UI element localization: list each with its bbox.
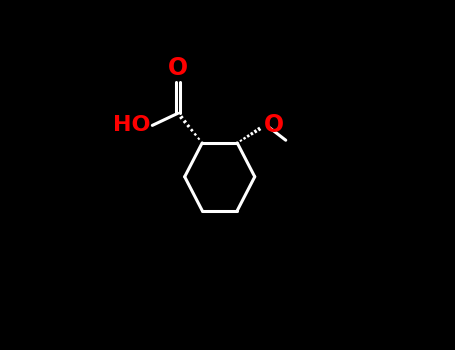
Text: HO: HO [113, 116, 150, 135]
Text: O: O [264, 113, 284, 138]
Text: O: O [168, 56, 188, 79]
